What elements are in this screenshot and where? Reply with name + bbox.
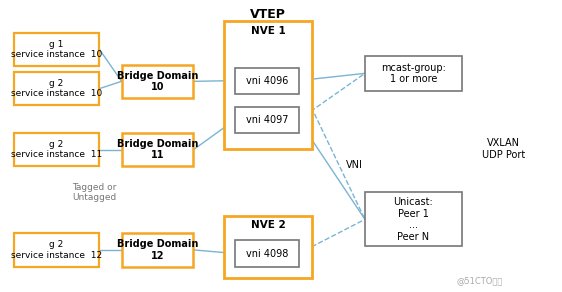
Text: NVE 2: NVE 2 (251, 220, 285, 230)
Text: vni 4096: vni 4096 (246, 76, 288, 86)
Text: VXLAN
UDP Port: VXLAN UDP Port (482, 138, 525, 160)
Text: vni 4097: vni 4097 (246, 115, 288, 125)
FancyBboxPatch shape (235, 240, 298, 267)
Text: Bridge Domain
11: Bridge Domain 11 (117, 139, 198, 160)
FancyBboxPatch shape (235, 107, 298, 133)
FancyBboxPatch shape (224, 21, 312, 149)
FancyBboxPatch shape (13, 233, 99, 267)
FancyBboxPatch shape (224, 216, 312, 278)
Text: vni 4098: vni 4098 (246, 248, 288, 258)
Text: mcast-group:
1 or more: mcast-group: 1 or more (381, 62, 446, 84)
Text: g 2
service instance  11: g 2 service instance 11 (11, 140, 102, 159)
Text: NVE 1: NVE 1 (251, 26, 285, 36)
Text: Bridge Domain
10: Bridge Domain 10 (117, 71, 198, 92)
Text: VTEP: VTEP (250, 8, 286, 21)
Text: Unicast:
Peer 1
...
Peer N: Unicast: Peer 1 ... Peer N (393, 197, 433, 242)
Text: g 2
service instance  10: g 2 service instance 10 (11, 79, 102, 98)
FancyBboxPatch shape (121, 233, 193, 267)
FancyBboxPatch shape (13, 133, 99, 166)
FancyBboxPatch shape (365, 56, 462, 91)
Text: Tagged or
Untagged: Tagged or Untagged (72, 183, 116, 202)
Text: VNI: VNI (346, 160, 362, 170)
Text: @51CTO博客: @51CTO博客 (457, 277, 503, 286)
FancyBboxPatch shape (13, 72, 99, 105)
FancyBboxPatch shape (235, 67, 298, 94)
FancyBboxPatch shape (13, 33, 99, 66)
FancyBboxPatch shape (121, 133, 193, 166)
Text: g 2
service instance  12: g 2 service instance 12 (11, 240, 102, 260)
Text: g 1
service instance  10: g 1 service instance 10 (11, 40, 102, 59)
Text: Bridge Domain
12: Bridge Domain 12 (117, 239, 198, 261)
FancyBboxPatch shape (365, 192, 462, 246)
FancyBboxPatch shape (121, 65, 193, 98)
